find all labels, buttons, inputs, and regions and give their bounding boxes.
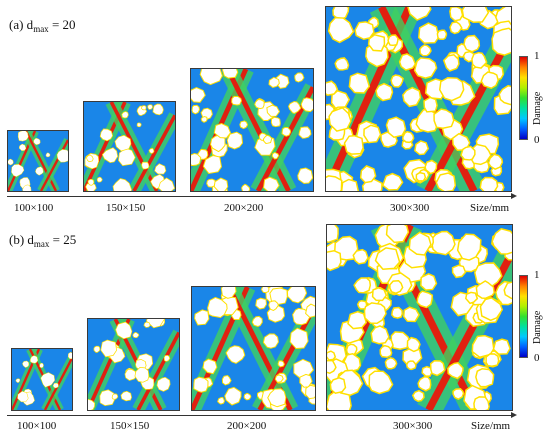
damage-field	[8, 131, 68, 191]
damage-field	[326, 7, 511, 191]
specimen-a-150	[83, 101, 176, 192]
colorbar-b-min: 0	[534, 352, 540, 364]
colorbar-a	[519, 56, 528, 140]
size-label-b-200: 200×200	[227, 420, 267, 432]
damage-field	[191, 69, 313, 191]
size-label-a-300: 300×300	[390, 202, 430, 214]
specimen-b-300	[326, 224, 513, 411]
size-label-b-100: 100×100	[17, 420, 57, 432]
damage-field	[192, 287, 315, 410]
specimen-b-200	[191, 286, 316, 411]
damage-field	[88, 319, 179, 410]
specimen-a-300	[325, 6, 512, 192]
size-label-b-150: 150×150	[110, 420, 150, 432]
axis-b	[7, 415, 512, 416]
damage-field	[327, 225, 512, 410]
panel-b-title: (b) dmax = 25	[9, 232, 77, 249]
colorbar-b-max: 1	[534, 269, 540, 281]
specimen-b-150	[87, 318, 180, 411]
colorbar-a-max: 1	[534, 50, 540, 62]
panel-a-title: (a) dmax = 20	[9, 17, 76, 34]
damage-field	[12, 349, 72, 410]
axis-label-b: Size/mm	[471, 420, 511, 432]
colorbar-b-label: Damage	[532, 310, 543, 344]
specimen-a-100	[7, 130, 69, 192]
size-label-a-200: 200×200	[224, 202, 264, 214]
colorbar-a-min: 0	[534, 134, 540, 146]
size-label-a-150: 150×150	[106, 202, 146, 214]
axis-label-a: Size/mm	[470, 202, 510, 214]
specimen-a-200	[190, 68, 314, 192]
axis-a	[7, 196, 512, 197]
size-label-a-100: 100×100	[14, 202, 54, 214]
colorbar-b	[519, 275, 528, 358]
colorbar-a-label: Damage	[532, 91, 543, 125]
size-label-b-300: 300×300	[393, 420, 433, 432]
specimen-b-100	[11, 348, 73, 411]
damage-field	[84, 102, 175, 191]
axis-a-arrow	[511, 193, 517, 199]
axis-b-arrow	[511, 412, 517, 418]
